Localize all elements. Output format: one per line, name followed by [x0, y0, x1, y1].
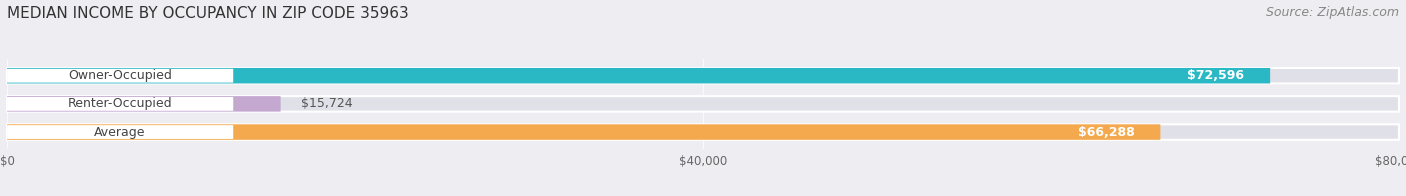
Text: Renter-Occupied: Renter-Occupied: [67, 97, 173, 110]
FancyBboxPatch shape: [7, 97, 233, 111]
FancyBboxPatch shape: [7, 68, 1399, 83]
Text: $66,288: $66,288: [1077, 126, 1135, 139]
Text: Owner-Occupied: Owner-Occupied: [67, 69, 172, 82]
Text: $15,724: $15,724: [301, 97, 353, 110]
FancyBboxPatch shape: [7, 96, 281, 112]
Text: $72,596: $72,596: [1187, 69, 1244, 82]
FancyBboxPatch shape: [7, 124, 1160, 140]
Text: Source: ZipAtlas.com: Source: ZipAtlas.com: [1265, 6, 1399, 19]
Text: MEDIAN INCOME BY OCCUPANCY IN ZIP CODE 35963: MEDIAN INCOME BY OCCUPANCY IN ZIP CODE 3…: [7, 6, 409, 21]
Text: Average: Average: [94, 126, 146, 139]
FancyBboxPatch shape: [7, 96, 1399, 112]
FancyBboxPatch shape: [7, 125, 233, 139]
FancyBboxPatch shape: [7, 124, 1399, 140]
FancyBboxPatch shape: [7, 68, 1270, 83]
FancyBboxPatch shape: [7, 69, 233, 83]
